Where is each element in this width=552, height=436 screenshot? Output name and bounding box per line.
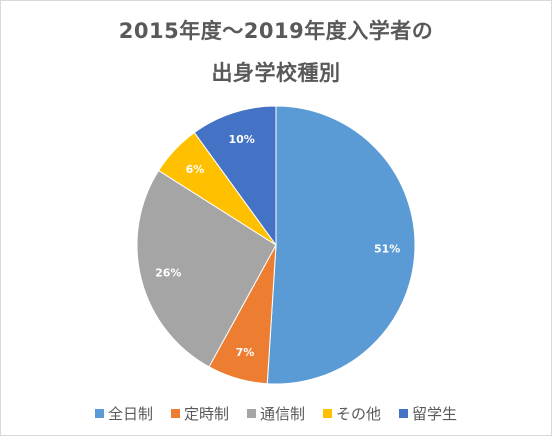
data-label: 51% (374, 242, 400, 255)
legend-swatch (170, 409, 180, 418)
legend-label: 定時制 (183, 405, 229, 423)
data-label: 6% (186, 163, 205, 176)
data-label: 7% (236, 346, 255, 359)
legend-label: その他 (336, 405, 382, 423)
legend-swatch (399, 409, 409, 418)
legend-swatch (94, 409, 104, 418)
legend-item-zennichisei: 全日制 (94, 403, 153, 424)
data-label: 26% (155, 267, 181, 280)
legend-swatch (246, 409, 256, 418)
chart-title-line-1: 2015年度～2019年度入学者の (118, 19, 434, 43)
chart-title-line-2: 出身学校種別 (211, 61, 341, 85)
legend-label: 留学生 (412, 405, 458, 423)
pie-slice-tsushinsei (136, 169, 277, 368)
chart-legend: 全日制 定時制 通信制 その他 留学生 (1, 403, 551, 424)
data-label: 10% (228, 133, 254, 146)
legend-item-ryugakusei: 留学生 (399, 403, 457, 424)
legend-item-teijisei: 定時制 (170, 403, 229, 424)
legend-item-tsushinsei: 通信制 (246, 403, 305, 424)
legend-swatch (323, 409, 332, 418)
pie-slice-ryugakusei (193, 105, 277, 247)
legend-item-sonota: その他 (323, 403, 381, 424)
legend-label: 全日制 (107, 405, 153, 423)
pie-slice-zennichisei (266, 105, 416, 385)
legend-label: 通信制 (259, 405, 305, 423)
